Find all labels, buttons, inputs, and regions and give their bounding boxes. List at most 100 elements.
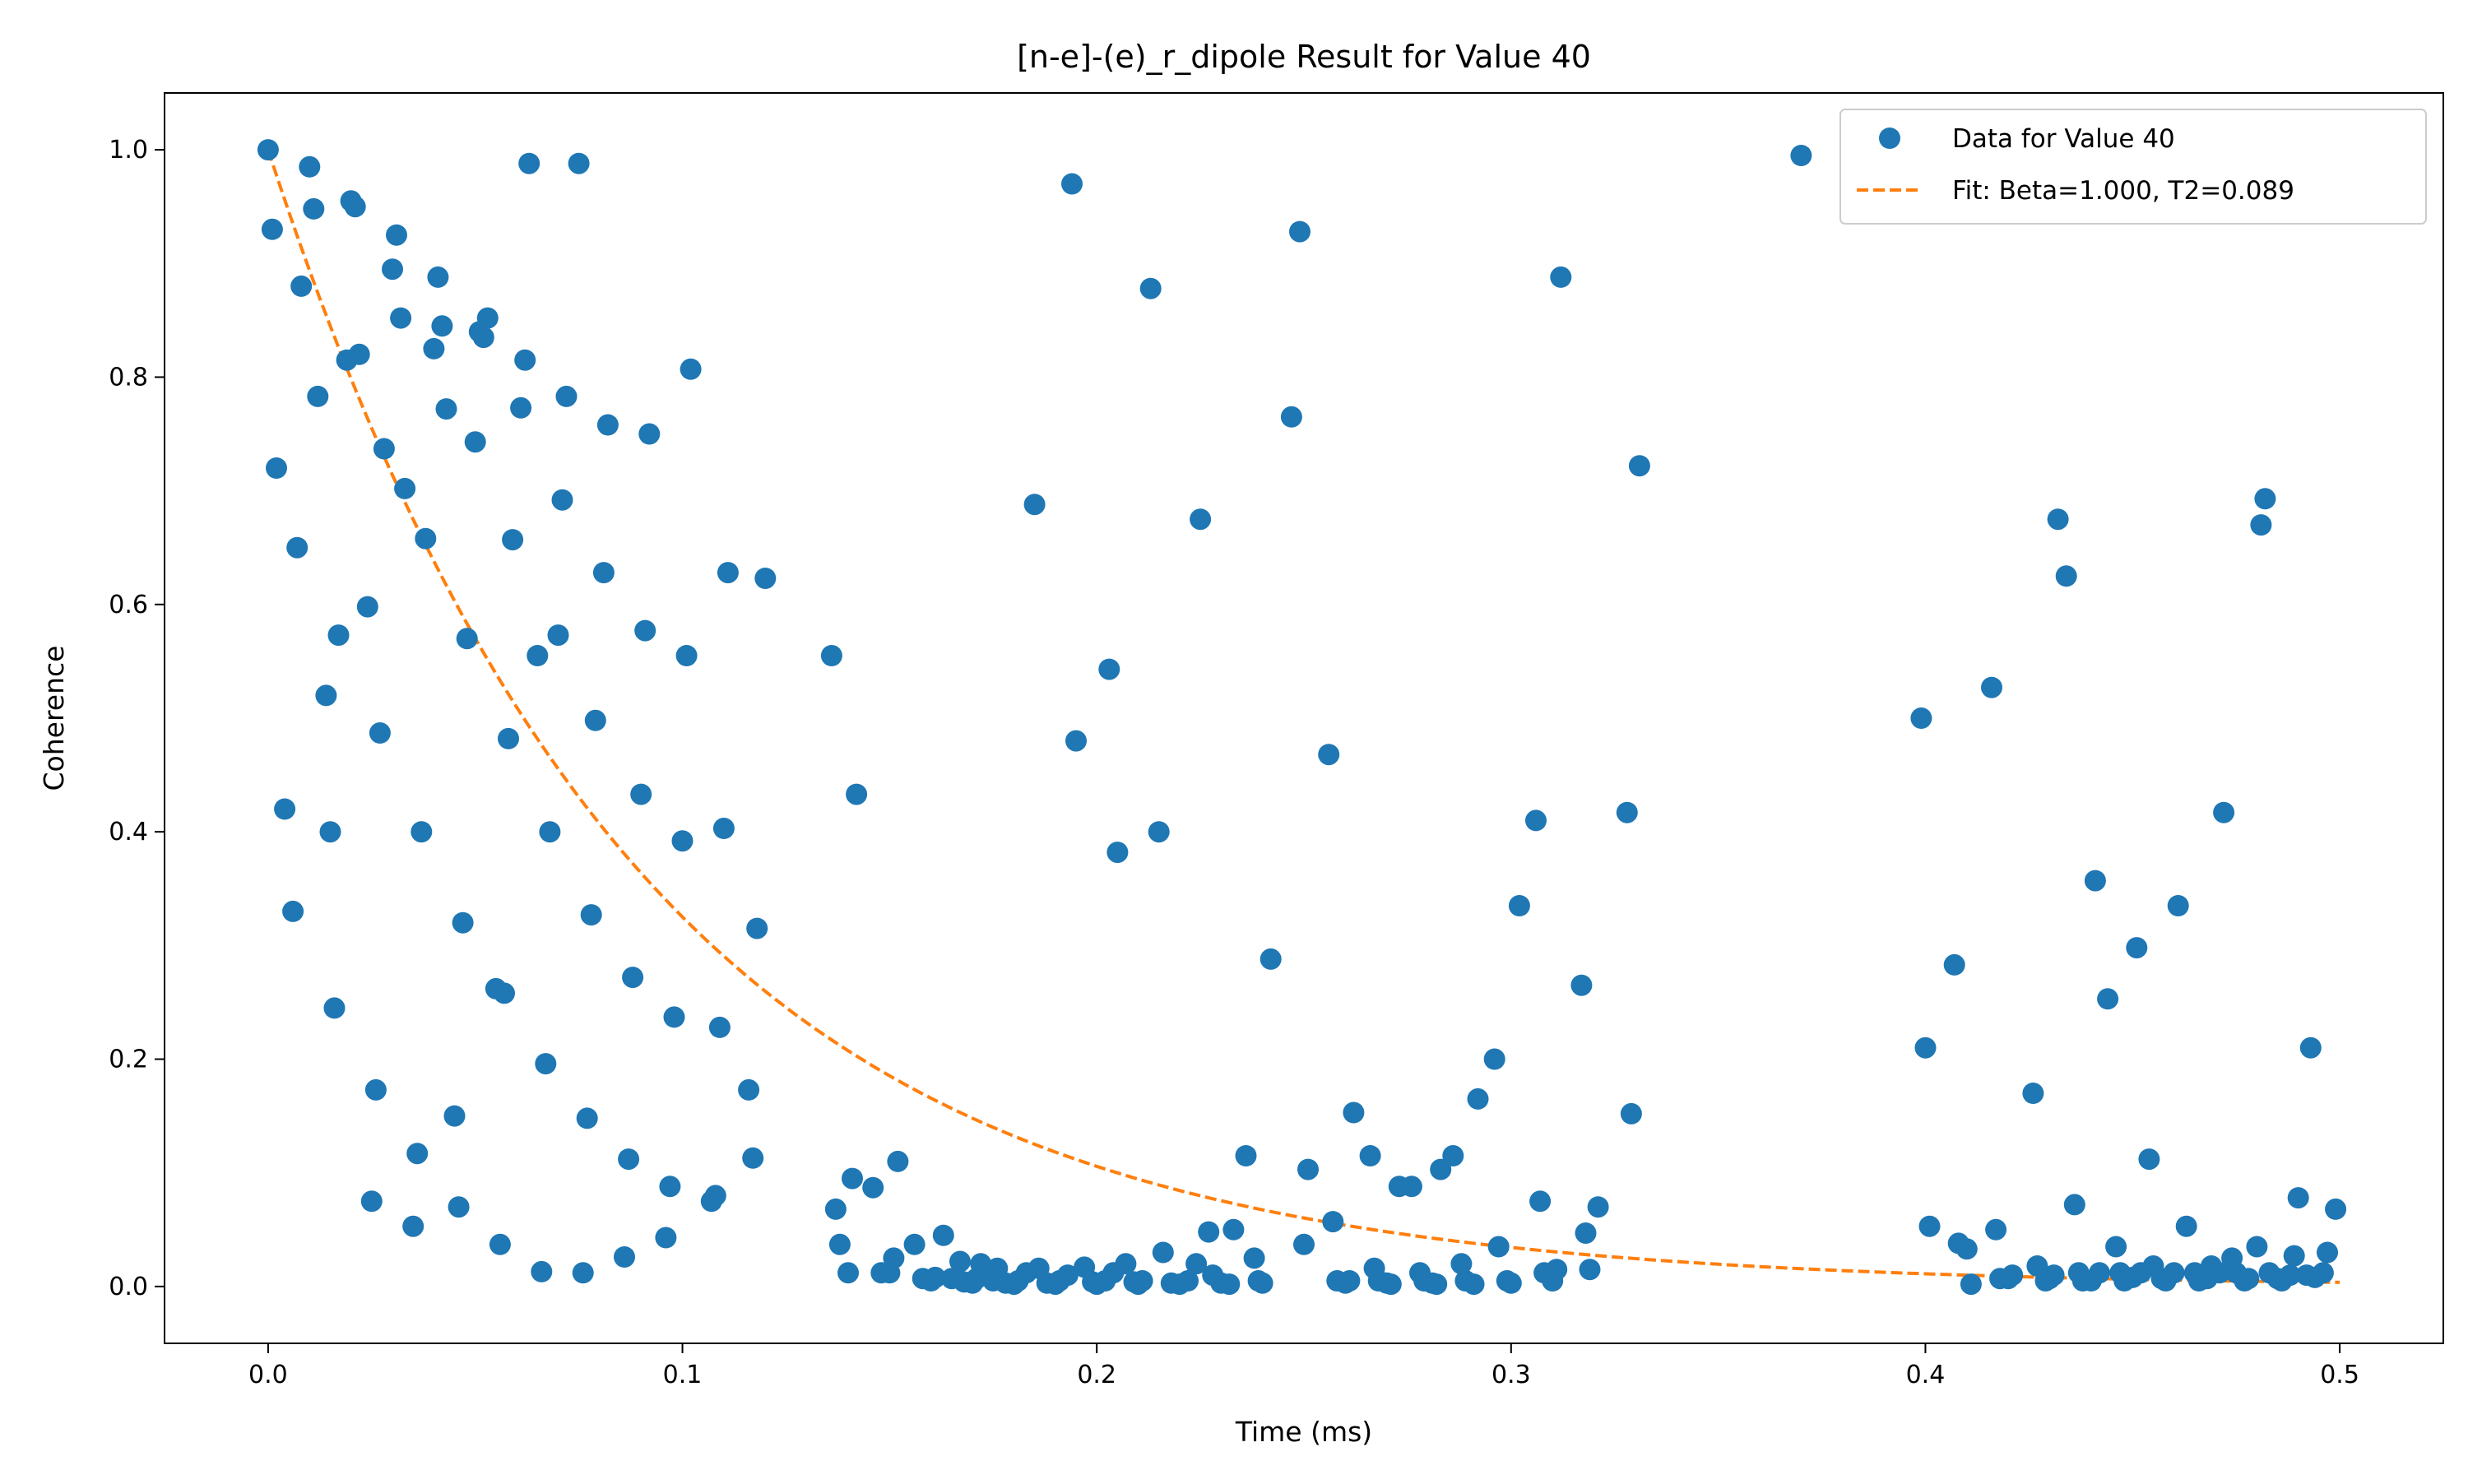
data-point: [1943, 953, 1965, 976]
data-point: [837, 1262, 859, 1284]
data-point: [712, 818, 735, 839]
data-point: [2084, 870, 2106, 892]
data-point: [476, 307, 499, 329]
data-point: [580, 904, 602, 926]
data-point: [1918, 1215, 1941, 1237]
data-point: [2138, 1148, 2160, 1171]
data-point: [1098, 658, 1120, 680]
data-point: [1190, 508, 1212, 531]
data-point: [1218, 1273, 1241, 1296]
data-point: [327, 624, 350, 647]
data-point: [1400, 1176, 1422, 1198]
data-point: [671, 830, 694, 852]
data-point: [1910, 707, 1932, 729]
data-point: [1115, 1253, 1137, 1275]
data-point: [1106, 842, 1129, 864]
data-point: [1338, 1270, 1361, 1292]
data-point: [348, 343, 370, 365]
data-point: [1293, 1233, 1315, 1255]
data-point: [2043, 1264, 2065, 1287]
data-point: [510, 397, 532, 419]
legend-scatter-marker: [1879, 128, 1900, 149]
data-point: [1487, 1236, 1510, 1258]
plot-area: [257, 139, 2347, 1296]
data-point: [1297, 1158, 1319, 1180]
y-tick-label: 0.4: [109, 818, 148, 846]
data-point: [489, 1233, 511, 1255]
data-point: [518, 152, 540, 174]
x-tick-label: 0.3: [1491, 1361, 1531, 1389]
data-point: [502, 529, 524, 551]
data-point: [514, 349, 536, 371]
data-point: [754, 568, 777, 589]
data-point: [1508, 895, 1530, 916]
data-point: [655, 1227, 677, 1249]
data-point: [423, 337, 445, 359]
data-point: [1148, 821, 1170, 843]
data-point: [360, 1190, 383, 1213]
data-point: [1289, 220, 1311, 243]
data-point: [2175, 1215, 2197, 1237]
data-point: [369, 722, 391, 744]
data-point: [2002, 1264, 2024, 1287]
data-point: [1056, 1264, 1079, 1287]
data-point: [1442, 1145, 1464, 1166]
data-point: [274, 798, 296, 820]
x-tick-label: 0.5: [2320, 1361, 2359, 1389]
data-point: [659, 1176, 681, 1198]
data-point: [431, 315, 453, 337]
data-point: [1529, 1190, 1552, 1213]
data-point: [576, 1107, 598, 1129]
data-point: [1152, 1241, 1174, 1264]
data-point: [1550, 266, 1572, 288]
data-point: [883, 1247, 905, 1269]
data-point: [1616, 801, 1638, 823]
data-point: [1198, 1221, 1220, 1243]
data-point: [266, 457, 287, 479]
data-point: [1960, 1273, 1982, 1296]
data-point: [568, 152, 590, 174]
data-point: [742, 1147, 764, 1169]
data-point: [1359, 1145, 1381, 1166]
data-point: [435, 398, 457, 420]
data-point: [531, 1260, 553, 1282]
data-point: [842, 1167, 863, 1190]
data-point: [1139, 277, 1162, 299]
data-point: [1628, 455, 1650, 477]
data-point: [1463, 1273, 1485, 1296]
data-point: [315, 684, 337, 707]
data-point: [2105, 1236, 2127, 1258]
data-point: [1280, 406, 1302, 428]
chart-title: [n-e]-(e)_r_dipole Result for Value 40: [1017, 39, 1591, 75]
data-point: [932, 1224, 954, 1246]
data-point: [1243, 1247, 1265, 1269]
data-point: [1450, 1253, 1473, 1275]
data-point: [402, 1215, 424, 1237]
data-point: [1318, 744, 1340, 766]
data-point: [846, 783, 868, 805]
data-point: [2238, 1268, 2260, 1290]
data-point: [903, 1233, 926, 1255]
data-point: [618, 1148, 640, 1171]
data-point: [498, 727, 519, 749]
data-point: [299, 155, 321, 178]
data-point: [323, 997, 346, 1019]
x-tick-label: 0.0: [248, 1361, 288, 1389]
data-point: [448, 1196, 470, 1218]
data-point: [356, 596, 378, 618]
data-point: [2022, 1083, 2044, 1104]
data-point: [427, 266, 449, 288]
data-point: [630, 783, 652, 805]
x-axis-label: Time (ms): [1235, 1416, 1372, 1448]
data-point: [2312, 1262, 2334, 1284]
plot-frame: [164, 92, 2444, 1344]
data-point: [1483, 1048, 1505, 1070]
data-point: [494, 982, 515, 1004]
data-point: [1185, 1253, 1208, 1275]
legend: Data for Value 40 Fit: Beta=1.000, T2=0.…: [1839, 109, 2427, 225]
data-point: [2167, 895, 2189, 916]
data-point: [2250, 514, 2272, 536]
data-point: [675, 645, 698, 666]
data-point: [2213, 801, 2235, 823]
